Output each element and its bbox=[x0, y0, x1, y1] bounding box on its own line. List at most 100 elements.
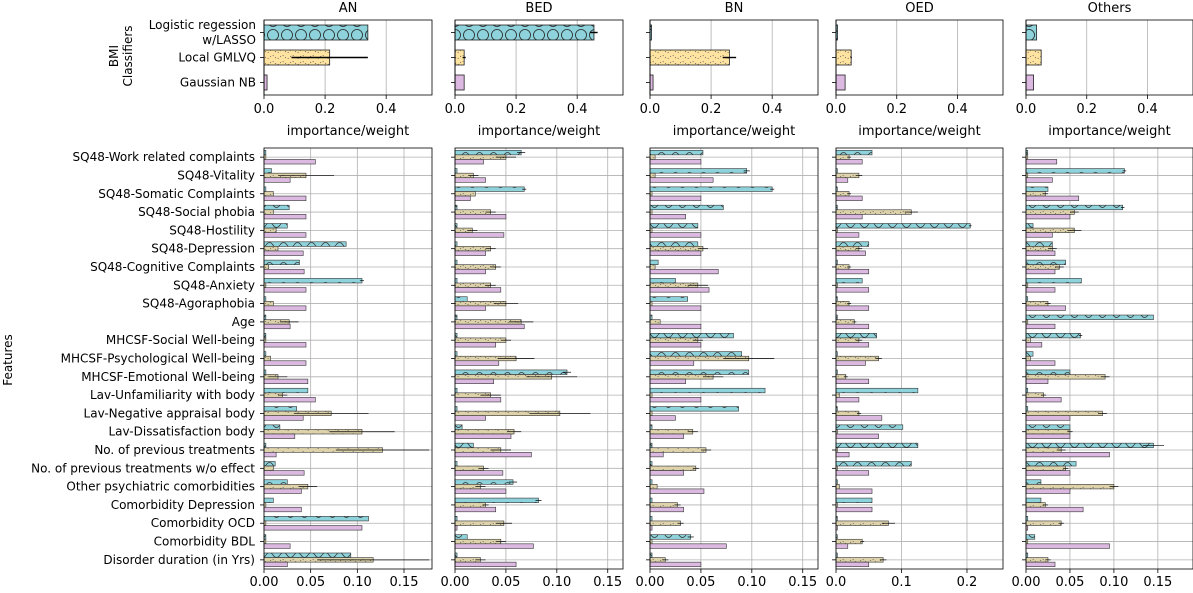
bar-hatch bbox=[836, 479, 838, 485]
bar-hatch bbox=[836, 539, 863, 544]
bar-hatch bbox=[650, 374, 714, 380]
bar-hatch bbox=[264, 552, 351, 558]
bar-gnb bbox=[263, 250, 304, 256]
bar-hatch bbox=[1026, 392, 1044, 398]
bar-hatch bbox=[650, 534, 691, 540]
bar-gnb bbox=[263, 397, 316, 403]
bar-hatch bbox=[264, 209, 274, 215]
bar-gnb bbox=[835, 232, 860, 238]
bar-hatch bbox=[650, 356, 749, 361]
bar-gnb bbox=[835, 415, 883, 421]
top-panel-bn: BN 0.0 0.2 0.4 importance/weight bbox=[640, 1, 819, 139]
bar-hatch bbox=[1026, 429, 1070, 435]
bar-hatch bbox=[650, 557, 666, 563]
bar-hatch bbox=[455, 246, 491, 251]
bar-hatch bbox=[836, 50, 852, 65]
bar-hatch bbox=[836, 296, 838, 302]
bar-gnb bbox=[1025, 452, 1110, 458]
bar-gnb bbox=[454, 488, 507, 494]
bar-hatch bbox=[836, 484, 840, 489]
category-label-local-gmlvq: Local GMLVQ bbox=[178, 51, 256, 65]
bar-hatch bbox=[836, 186, 838, 192]
bar-hatch bbox=[264, 25, 368, 40]
bar-hatch bbox=[650, 241, 698, 247]
x-tick-label: 0.10 bbox=[343, 575, 372, 590]
bar-gnb bbox=[649, 214, 686, 220]
bar-hatch bbox=[455, 498, 539, 503]
bar-hatch bbox=[264, 241, 347, 247]
bar-hatch bbox=[1026, 516, 1028, 521]
bar-hatch bbox=[836, 356, 879, 361]
bottom-panel-others: 0.00 0.05 0.10 0.15 bbox=[1012, 147, 1193, 590]
bar-gnb bbox=[649, 323, 702, 330]
bar-hatch bbox=[650, 351, 742, 357]
bar-hatch bbox=[455, 484, 481, 489]
bar-hatch bbox=[1026, 209, 1075, 215]
bar-hatch bbox=[1026, 374, 1106, 380]
bar-hatch bbox=[1026, 552, 1028, 558]
x-tick-label: 0.4 bbox=[567, 102, 588, 117]
bar-gnb bbox=[835, 287, 870, 293]
bar-hatch bbox=[650, 429, 693, 435]
feature-label-lav-unfamiliarity-with-body: Lav-Unfamiliarity with body bbox=[90, 388, 255, 402]
panel-frame bbox=[1025, 19, 1193, 96]
bar-hatch bbox=[1026, 25, 1037, 40]
bar-hatch bbox=[264, 388, 308, 393]
bar-hatch bbox=[1026, 241, 1053, 247]
feature-label-comorbidity-bdl: Comorbidity BDL bbox=[154, 535, 256, 549]
bar-hatch bbox=[650, 315, 653, 320]
bar-hatch bbox=[264, 191, 274, 197]
bar-hatch bbox=[1026, 356, 1031, 361]
bar-hatch bbox=[455, 411, 560, 416]
feature-label-sq48-cognitive-complaints: SQ48-Cognitive Complaints bbox=[90, 260, 255, 274]
bar-gnb bbox=[835, 305, 870, 311]
bar-gnb bbox=[835, 177, 849, 183]
bar-hatch bbox=[836, 246, 859, 251]
bar-hatch bbox=[836, 315, 838, 320]
bar-gnb bbox=[1025, 470, 1071, 476]
bar-gnb bbox=[454, 287, 502, 293]
x-tick-label: 0.2 bbox=[957, 575, 978, 590]
bar-gnb bbox=[649, 195, 702, 201]
bar-hatch bbox=[264, 260, 300, 265]
x-tick-label: 0.15 bbox=[593, 575, 622, 590]
bar-hatch bbox=[836, 466, 838, 471]
bar-hatch bbox=[264, 301, 274, 306]
x-tick-label: 0.0 bbox=[826, 575, 847, 590]
panel-frame bbox=[1025, 147, 1193, 570]
bar-gnb bbox=[263, 323, 291, 330]
bar-hatch bbox=[455, 260, 458, 265]
feature-label-comorbidity-depression: Comorbidity Depression bbox=[111, 498, 255, 512]
bar-hatch bbox=[650, 296, 688, 302]
bar-hatch bbox=[650, 369, 749, 375]
bar-hatch bbox=[264, 278, 362, 283]
bar-gnb bbox=[454, 195, 471, 201]
bar-hatch bbox=[455, 296, 468, 302]
bar-gnb bbox=[1025, 177, 1053, 183]
bar-hatch bbox=[455, 209, 491, 215]
bar-hatch bbox=[1026, 466, 1066, 471]
feature-label-mhcsf-psychological-well-being: MHCSF-Psychological Well-being bbox=[61, 352, 255, 366]
bar-hatch bbox=[650, 154, 656, 160]
bar-gnb bbox=[649, 415, 676, 421]
bottom-panel-bn: 0.00 0.05 0.10 0.15 bbox=[636, 147, 819, 590]
bar-hatch bbox=[650, 260, 659, 265]
bar-hatch bbox=[836, 498, 873, 503]
bar-gnb bbox=[263, 287, 307, 293]
x-tick-label: 0.10 bbox=[542, 575, 571, 590]
x-tick-label: 0.2 bbox=[701, 102, 722, 117]
bar-gnb bbox=[454, 561, 517, 568]
bar-hatch bbox=[836, 534, 838, 540]
panel-title-oed: OED bbox=[905, 1, 933, 16]
panel-title-an: AN bbox=[339, 1, 358, 16]
bar-hatch bbox=[836, 516, 838, 521]
bar-gnb bbox=[835, 342, 870, 348]
bar-hatch bbox=[1026, 411, 1103, 416]
panel-frame bbox=[649, 147, 819, 570]
bar-gnb bbox=[263, 470, 305, 476]
bar-gnb bbox=[835, 268, 870, 275]
bar-hatch bbox=[264, 466, 274, 471]
bar-hatch bbox=[650, 516, 653, 521]
bar-gnb bbox=[263, 433, 296, 439]
bar-hatch bbox=[455, 186, 525, 192]
